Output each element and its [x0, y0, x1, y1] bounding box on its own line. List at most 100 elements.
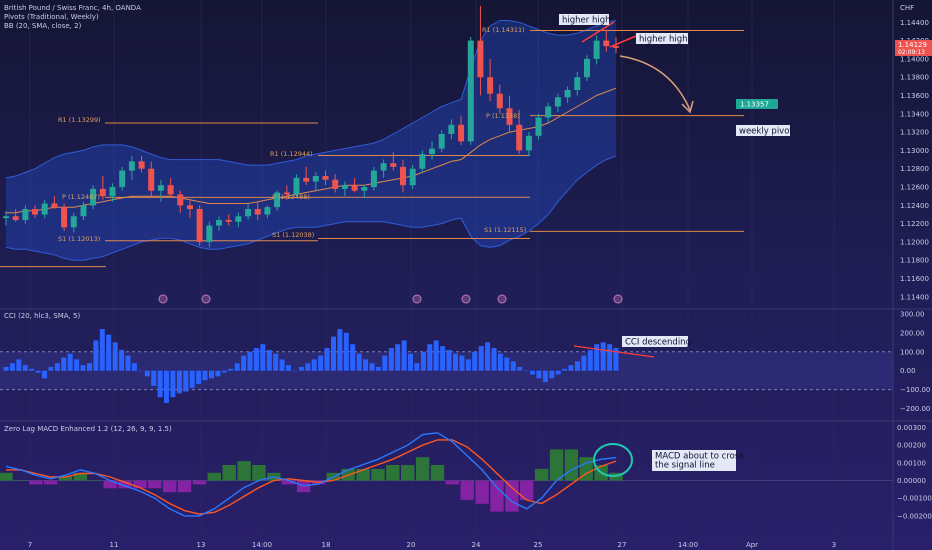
- cci-bar: [587, 349, 593, 371]
- macd-histogram-bar: [133, 480, 147, 489]
- macd-histogram-bar: [14, 480, 28, 481]
- candle-body: [322, 176, 329, 180]
- candle-body: [148, 168, 155, 191]
- candle-body: [370, 170, 377, 188]
- macd-histogram-bar: [282, 480, 296, 485]
- cci-bar: [42, 370, 47, 379]
- event-marker-icon: [461, 294, 471, 304]
- higher-high-box-2[interactable]: [636, 33, 688, 44]
- cci-bar: [112, 342, 118, 371]
- price-tick-label: 1.11800: [900, 257, 929, 265]
- cci-descending-box[interactable]: [622, 336, 688, 347]
- macd-cross-label-line1: MACD about to cross: [655, 452, 744, 462]
- candle-body: [264, 207, 271, 215]
- currency-label: CHF: [900, 4, 914, 12]
- cci-tick-label: 200.00: [900, 329, 925, 337]
- cci-bar: [234, 363, 240, 371]
- price-tick-label: 1.11400: [900, 293, 929, 301]
- macd-axis: 0.00300 0.00200 0.00100 0.00000 −0.00100 −0.0…: [897, 424, 932, 520]
- cci-bar: [54, 363, 60, 371]
- cci-title[interactable]: CCI (20, hlc3, SMA, 5): [4, 312, 80, 320]
- cci-bar: [48, 366, 54, 371]
- projection-arrow[interactable]: [619, 55, 691, 111]
- macd-histogram-bar: [177, 480, 192, 493]
- current-price-badge[interactable]: [895, 40, 932, 56]
- higher-high-box-1[interactable]: [559, 14, 609, 25]
- cci-bar: [324, 348, 330, 371]
- candle-body: [341, 185, 348, 189]
- candlesticks: [3, 5, 619, 248]
- time-tick-label: 27: [618, 541, 627, 549]
- candle-body: [380, 163, 387, 171]
- candle-body: [584, 58, 590, 78]
- cci-bar: [350, 344, 356, 371]
- cci-descending-label: CCI descending: [625, 338, 691, 348]
- macd-cross-circle[interactable]: [593, 443, 633, 477]
- higher-high-trendline-2[interactable]: [609, 35, 637, 48]
- macd-histogram-bar: [237, 461, 251, 481]
- candle-body: [390, 163, 397, 167]
- cci-bar: [266, 349, 272, 371]
- macd-histogram-bar: [579, 457, 593, 481]
- price-tick-label: 1.12800: [900, 165, 929, 173]
- macd-tick-label: −0.00100: [897, 495, 932, 503]
- event-markers[interactable]: [158, 294, 623, 304]
- cci-tick-label: −200.00: [900, 405, 930, 413]
- candle-body: [496, 93, 503, 109]
- symbol-title[interactable]: British Pound / Swiss Franc, 4h, OANDA: [4, 4, 141, 12]
- candle-body: [157, 185, 164, 191]
- candle-body: [613, 46, 619, 48]
- candle-body: [293, 177, 300, 195]
- candle-body: [80, 205, 87, 217]
- time-tick-label: 20: [407, 541, 416, 549]
- candle-body: [225, 220, 232, 222]
- cci-bar: [157, 370, 163, 398]
- cci-bar: [99, 329, 105, 371]
- cci-bar: [279, 359, 285, 371]
- pivots-indicator-title[interactable]: Pivots (Traditional, Weekly): [4, 13, 99, 21]
- price-tick-label: 1.13800: [900, 74, 929, 82]
- macd-histogram-bar: [430, 465, 445, 481]
- macd-cross-box[interactable]: [652, 450, 736, 471]
- cci-bar: [119, 349, 125, 371]
- macd-title[interactable]: Zero Lag MACD Enhanced 1.2 (12, 26, 9, 9…: [4, 425, 172, 433]
- candle-body: [206, 225, 213, 242]
- cci-bar: [298, 366, 304, 371]
- candle-body: [167, 185, 174, 195]
- cci-bar: [241, 355, 247, 371]
- price-tick-label: 1.12000: [900, 238, 929, 246]
- candle-body: [574, 77, 581, 90]
- time-axis[interactable]: 7 11 13 14:00 18 20 24 25 27 14:00 Apr 3: [28, 541, 836, 549]
- cci-bar: [286, 365, 291, 371]
- cci-bar: [382, 355, 388, 371]
- cci-bar: [176, 370, 182, 394]
- bb-upper-line: [5, 20, 617, 179]
- cci-bar: [536, 370, 542, 379]
- cci-bar: [388, 348, 394, 371]
- candle-body: [400, 166, 406, 186]
- cci-bar: [106, 334, 112, 371]
- candle-body: [409, 168, 416, 186]
- cci-bar: [375, 366, 381, 371]
- weekly-pivot-box[interactable]: [736, 125, 790, 136]
- cci-bar: [575, 361, 580, 371]
- cci-bar: [273, 353, 279, 371]
- higher-high-trendline-1[interactable]: [581, 21, 615, 43]
- time-tick-label: 24: [472, 541, 481, 549]
- macd-histogram-bar: [192, 480, 207, 485]
- target-price-badge[interactable]: [736, 99, 778, 109]
- cci-trendline[interactable]: [573, 345, 655, 358]
- candle-body: [245, 209, 252, 217]
- cci-bar: [401, 340, 407, 371]
- price-tick-label: 1.13400: [900, 110, 929, 118]
- pivot-r1-label-week1: R1 (1.13299): [58, 116, 101, 124]
- cci-bar: [453, 353, 458, 371]
- macd-histogram-bar: [43, 480, 58, 485]
- candle-body: [525, 135, 532, 151]
- bb-indicator-title[interactable]: BB (20, SMA, close, 2): [4, 22, 82, 30]
- cci-bar: [9, 363, 15, 371]
- macd-histogram-bar: [207, 472, 221, 481]
- main-annotations[interactable]: higher high higher high 1.13357 weekly p…: [559, 14, 793, 137]
- cci-bar: [67, 353, 73, 371]
